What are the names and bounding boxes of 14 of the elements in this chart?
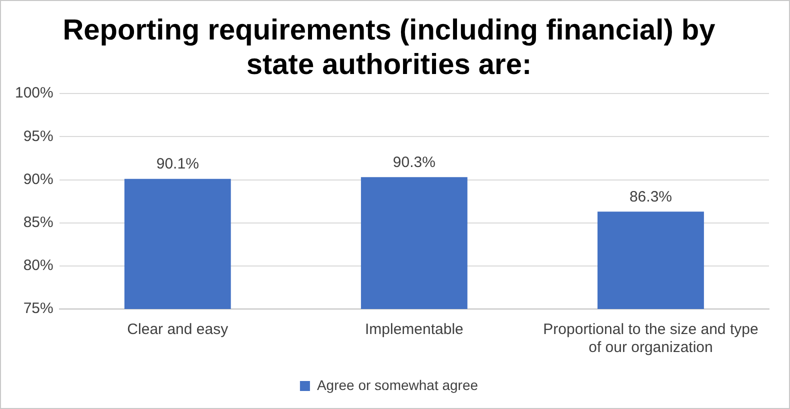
text: 90.3% <box>392 154 436 171</box>
text: 90.1% <box>156 156 199 173</box>
legend-label: Agree or somewhat agree <box>316 376 478 393</box>
x-tick-label: Clear and easy <box>127 321 229 338</box>
y-tick-label: 100% <box>14 84 54 102</box>
y-tick-label: 90% <box>23 170 54 188</box>
y-tick-label: 95% <box>23 128 54 145</box>
x-tick-label: Implementable <box>364 321 464 338</box>
chart-title: Reporting requirements (including financial) by state authorities are: <box>62 14 716 82</box>
x-tick-label: Proportional to the size and type of our organization <box>543 321 758 356</box>
text: 86.3% <box>629 188 672 206</box>
y-tick-label: 85% <box>23 214 54 231</box>
y-tick-label: 75% <box>23 300 54 318</box>
y-tick-label: 80% <box>23 257 54 274</box>
